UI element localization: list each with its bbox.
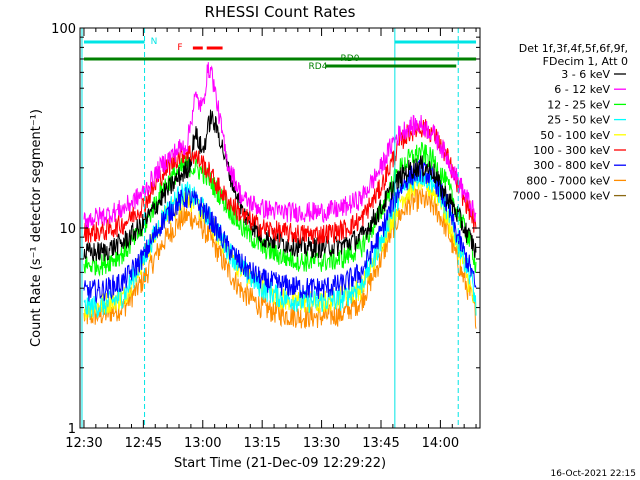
legend-label: 100 - 300 keV [533, 144, 610, 157]
legend-label: 800 - 7000 keV [526, 174, 610, 187]
annotation-label-3: RD4 [309, 62, 328, 72]
x-tick-label: 12:45 [125, 436, 162, 451]
timestamp: 16-Oct-2021 22:15 [551, 469, 636, 479]
x-axis-label: Start Time (21-Dec-09 12:29:22) [174, 456, 386, 471]
y-axis-label: Count Rate (s⁻¹ detector segment⁻¹) [29, 109, 44, 347]
y-tick-label: 100 [51, 22, 76, 37]
x-tick-label: 12:30 [65, 436, 102, 451]
legend-header-line: FDecim 1, Att 0 [543, 55, 628, 68]
series-line-1 [83, 62, 477, 229]
x-tick-label: 13:15 [243, 436, 280, 451]
x-tick-label: 13:00 [184, 436, 221, 451]
x-tick-label: 13:45 [362, 436, 399, 451]
legend-label: 12 - 25 keV [547, 98, 610, 111]
series-line-0 [83, 109, 477, 262]
legend-label: 300 - 800 keV [533, 159, 610, 172]
legend-label: 3 - 6 keV [561, 68, 610, 81]
axis-layer: 12:30 12:45 13:00 13:15 13:30 13:45 14:00 1 10 10… [51, 22, 480, 451]
series-line-5 [83, 119, 477, 245]
series-layer [83, 62, 477, 330]
x-tick-label: 14:00 [422, 436, 459, 451]
legend-label: 25 - 50 keV [547, 114, 610, 127]
y-tick-label: 10 [59, 222, 76, 237]
y-tick-label: 1 [68, 422, 76, 437]
annotation-label-0: N [151, 37, 158, 47]
legend-label: 7000 - 15000 keV [512, 190, 610, 203]
legend-header-line: Det 1f,3f,4f,5f,6f,9f, [519, 42, 628, 55]
legend-label: 50 - 100 keV [540, 129, 610, 142]
series-line-2 [83, 141, 477, 277]
chart-title: RHESSI Count Rates [205, 3, 356, 21]
annotation-label-1: F [177, 43, 182, 53]
series-line-7 [83, 188, 477, 330]
legend-label: 6 - 12 keV [554, 83, 610, 96]
legend: Det 1f,3f,4f,5f,6f,9f,FDecim 1, Att 03 -… [512, 42, 628, 203]
x-tick-label: 13:30 [303, 436, 340, 451]
annotation-label-2: RD0 [341, 54, 360, 64]
